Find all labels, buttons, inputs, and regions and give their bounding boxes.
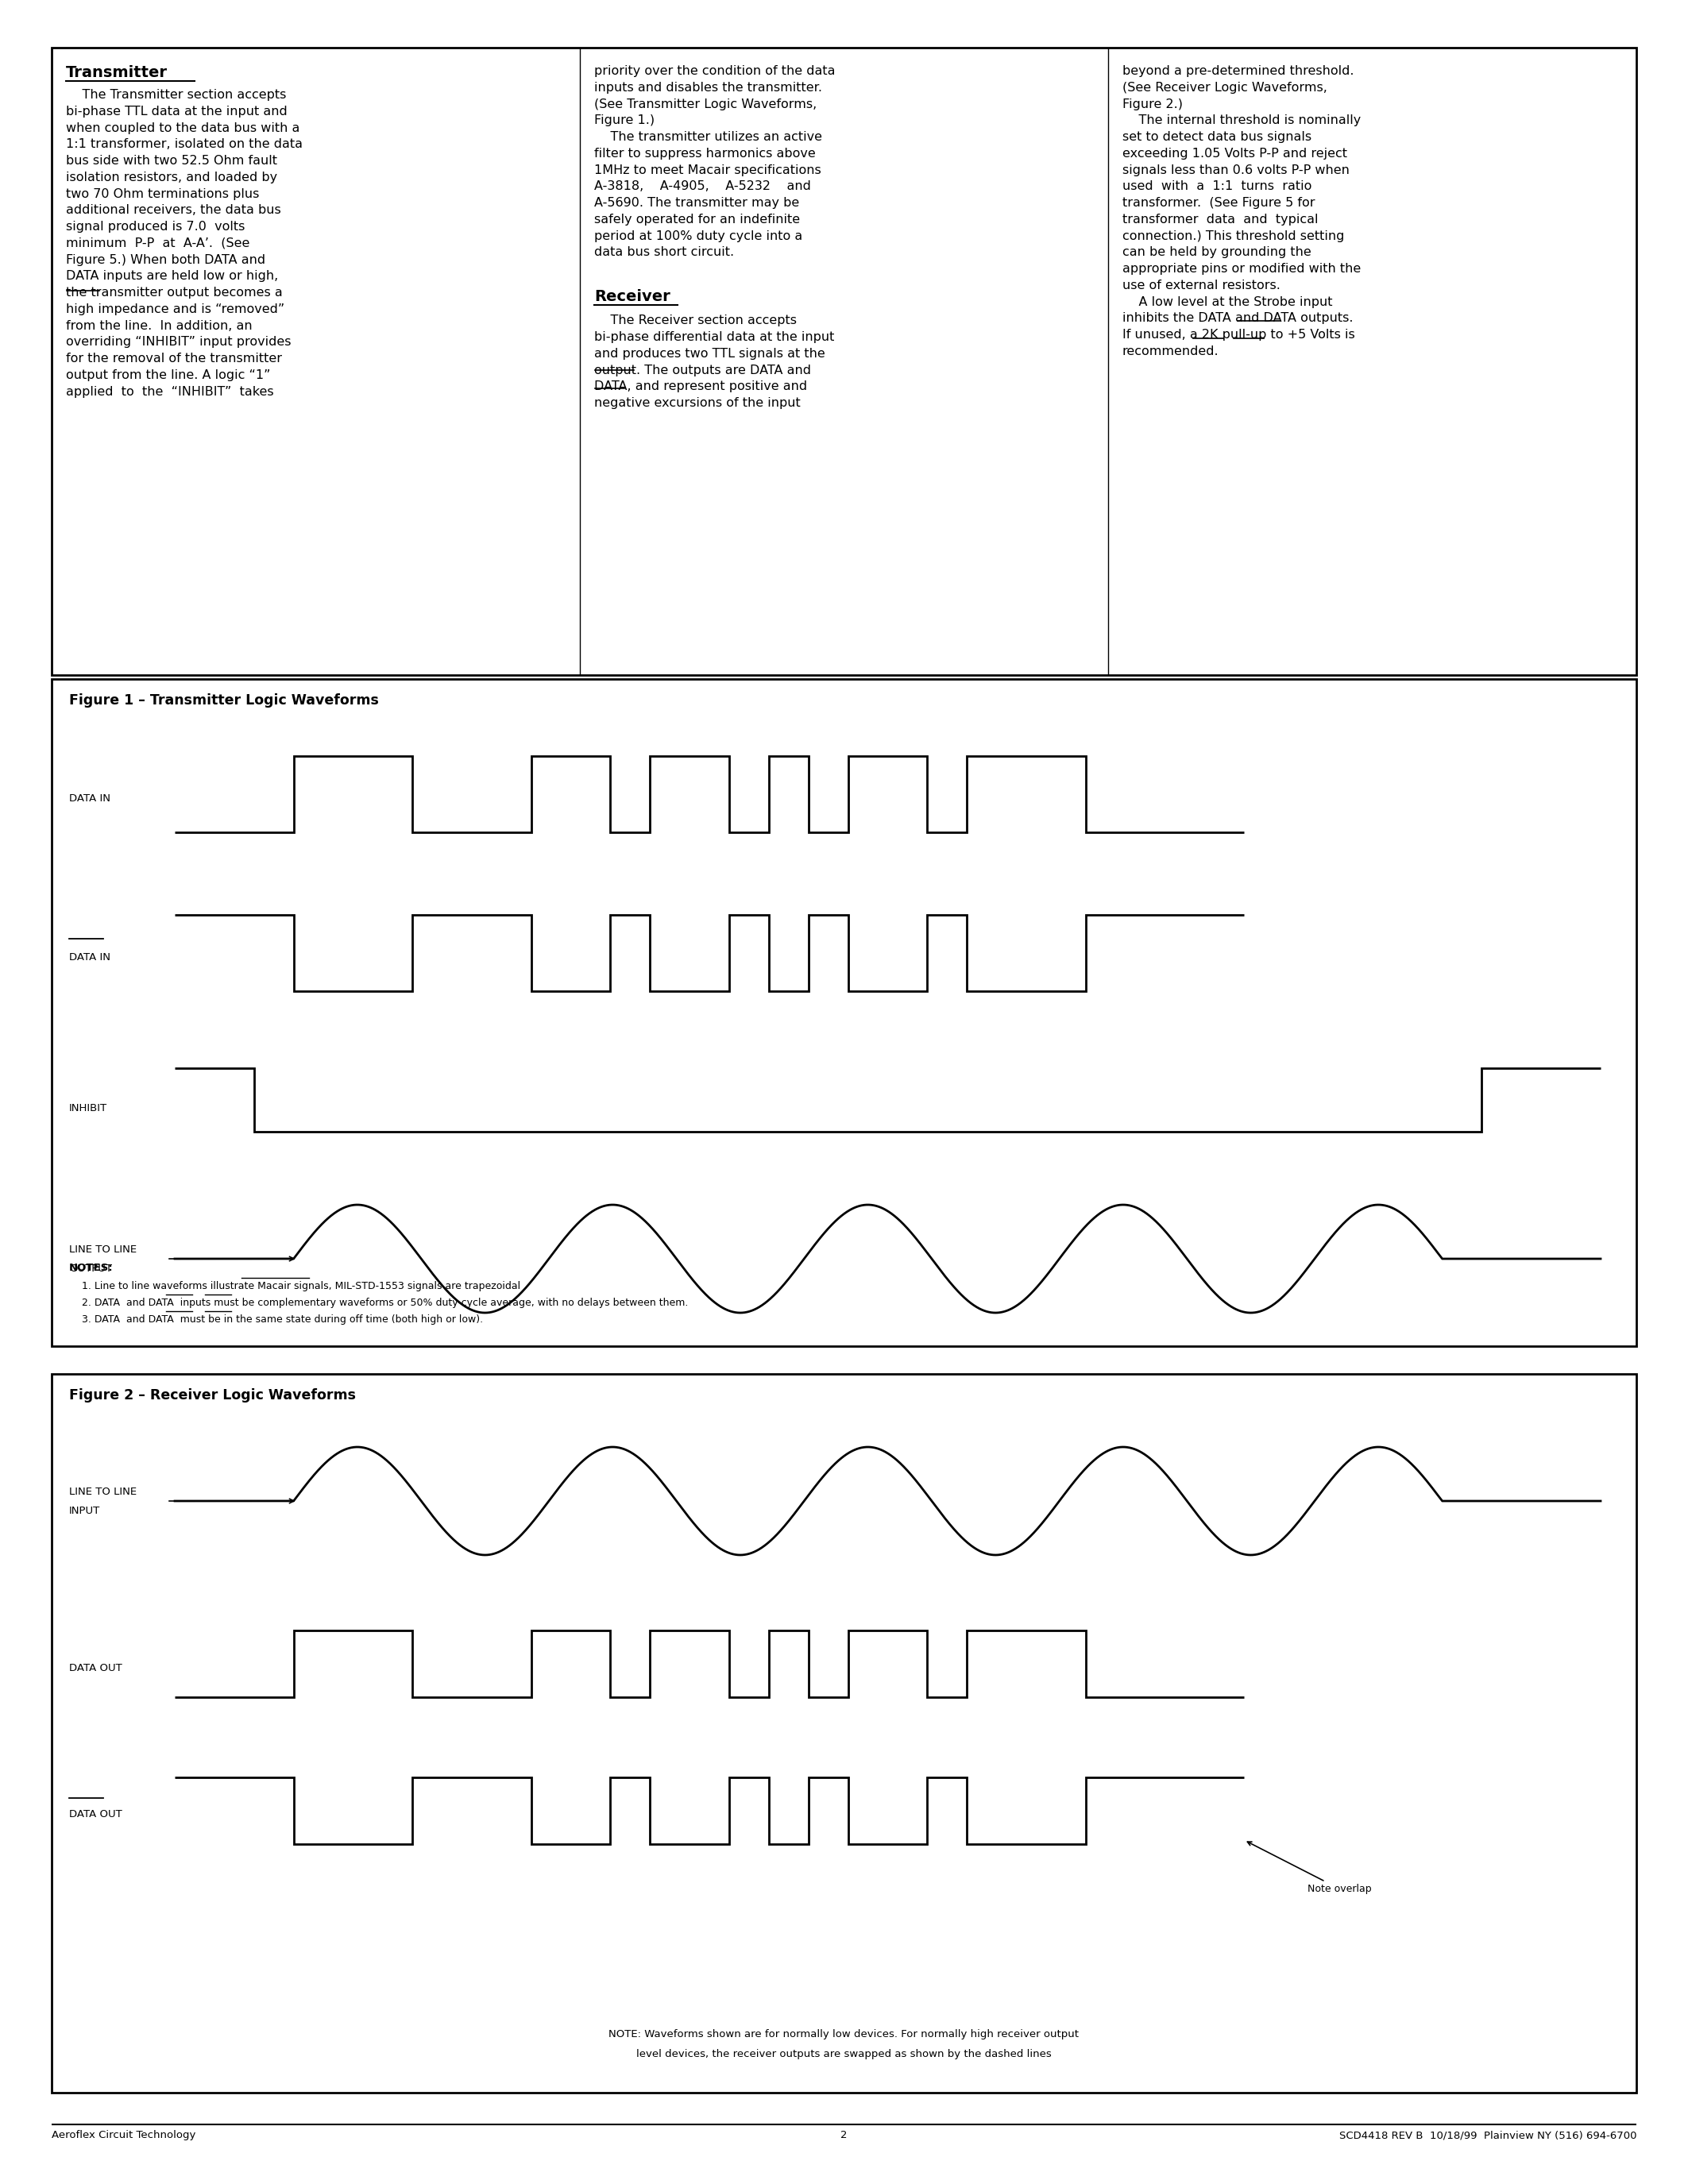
Text: 2: 2 — [841, 2129, 847, 2140]
Text: INHIBIT: INHIBIT — [69, 1103, 108, 1114]
Text: DATA OUT: DATA OUT — [69, 1662, 122, 1673]
Text: beyond a pre-determined threshold.
(See Receiver Logic Waveforms,
Figure 2.)
   : beyond a pre-determined threshold. (See … — [1123, 66, 1361, 358]
Text: LINE TO LINE: LINE TO LINE — [69, 1487, 137, 1496]
Text: The Receiver section accepts
bi-phase differential data at the input
and produce: The Receiver section accepts bi-phase di… — [594, 314, 834, 408]
Text: The Transmitter section accepts
bi-phase TTL data at the input and
when coupled : The Transmitter section accepts bi-phase… — [66, 90, 302, 397]
Text: Figure 1 – Transmitter Logic Waveforms: Figure 1 – Transmitter Logic Waveforms — [69, 692, 378, 708]
Text: DATA IN: DATA IN — [69, 952, 110, 963]
Text: DATA OUT: DATA OUT — [69, 1811, 122, 1819]
Text: Note overlap: Note overlap — [1247, 1841, 1372, 1894]
Text: 2. DATA  and DATA  inputs must be complementary waveforms or 50% duty cycle aver: 2. DATA and DATA inputs must be compleme… — [69, 1297, 689, 1308]
Text: Aeroflex Circuit Technology: Aeroflex Circuit Technology — [52, 2129, 196, 2140]
Text: SCD4418 REV B  10/18/99  Plainview NY (516) 694-6700: SCD4418 REV B 10/18/99 Plainview NY (516… — [1339, 2129, 1636, 2140]
Text: NOTES:: NOTES: — [69, 1262, 113, 1273]
Text: priority over the condition of the data
inputs and disables the transmitter.
(Se: priority over the condition of the data … — [594, 66, 836, 258]
Text: DATA IN: DATA IN — [69, 793, 110, 804]
Text: LINE TO LINE: LINE TO LINE — [69, 1245, 137, 1254]
Text: OUTPUT: OUTPUT — [69, 1262, 111, 1273]
Text: INPUT: INPUT — [69, 1505, 100, 1516]
Text: Figure 2 – Receiver Logic Waveforms: Figure 2 – Receiver Logic Waveforms — [69, 1389, 356, 1402]
Text: level devices, the receiver outputs are swapped as shown by the dashed lines: level devices, the receiver outputs are … — [636, 2049, 1052, 2060]
Text: 3. DATA  and DATA  must be in the same state during off time (both high or low).: 3. DATA and DATA must be in the same sta… — [69, 1315, 483, 1326]
Text: 1. Line to line waveforms illustrate Macair signals, MIL-STD-1553 signals are tr: 1. Line to line waveforms illustrate Mac… — [69, 1282, 520, 1291]
Text: Receiver: Receiver — [594, 288, 670, 304]
Text: NOTE: Waveforms shown are for normally low devices. For normally high receiver o: NOTE: Waveforms shown are for normally l… — [609, 2029, 1079, 2040]
Text: Transmitter: Transmitter — [66, 66, 167, 81]
